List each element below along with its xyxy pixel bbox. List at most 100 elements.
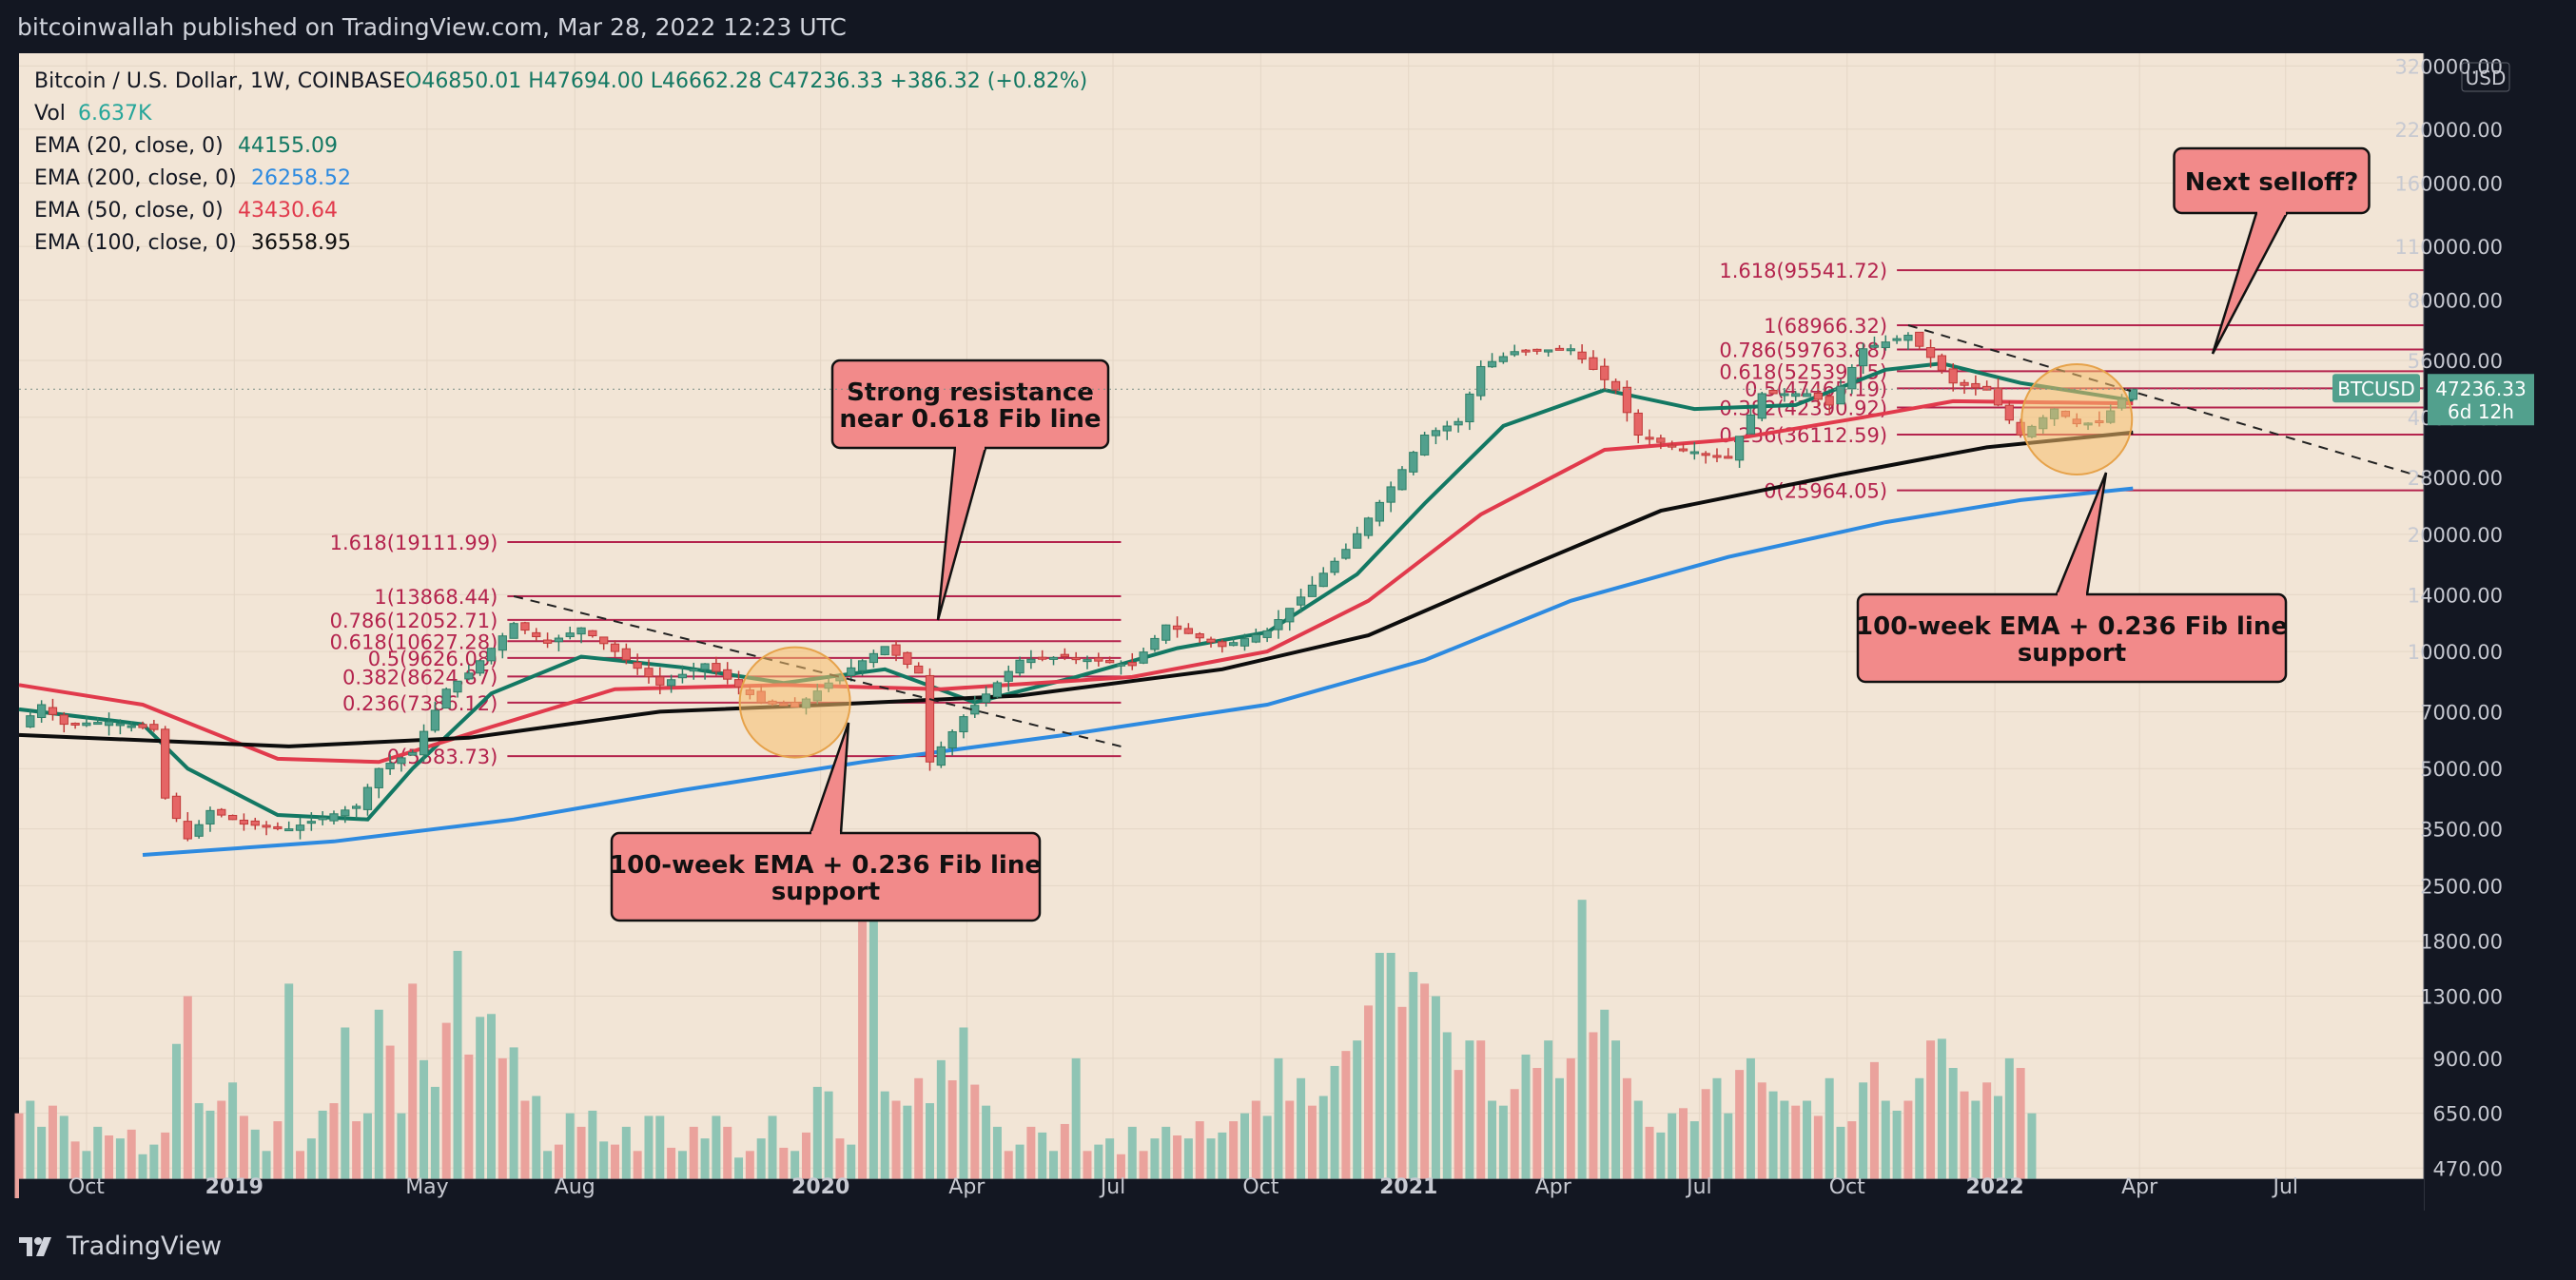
volume-bar	[374, 1009, 383, 1198]
price-tick-label: 900.00	[2433, 1048, 2503, 1071]
candle-body	[1274, 619, 1283, 630]
volume-bar	[430, 1086, 439, 1198]
time-tick-label: Oct	[68, 1175, 105, 1199]
volume-bar	[82, 1151, 91, 1198]
volume-bar	[1454, 1070, 1463, 1198]
volume-bar	[723, 1126, 732, 1198]
candle-body	[1668, 444, 1677, 448]
time-tick-label: May	[405, 1175, 448, 1199]
candle-body	[959, 716, 968, 733]
candle-body	[262, 824, 271, 828]
price-tick-label: 20000.00	[2408, 524, 2503, 547]
axes[interactable]: 320000.00 220000.00 160000.00 110000.00 8000…	[19, 53, 2510, 1211]
volume-bar	[1780, 1100, 1789, 1198]
candle-body	[351, 805, 361, 809]
volume-bar	[1746, 1057, 1755, 1198]
candle-body	[1610, 380, 1621, 391]
candle-body	[621, 648, 631, 661]
candle-body	[1689, 451, 1699, 455]
price-tick-label: 220000.00	[2394, 119, 2503, 142]
legend-ema50-label: EMA (50, close, 0)	[34, 199, 224, 223]
callout-next-selloff[interactable]: Next selloff?	[2173, 146, 2371, 355]
volume-bar	[217, 1100, 226, 1198]
volume-bar	[1420, 983, 1430, 1198]
volume-bar	[1892, 1110, 1902, 1198]
legend-ema50-value: 43430.64	[238, 199, 338, 223]
fib-level-label: 1(13868.44)	[374, 586, 498, 609]
support-circle[interactable]	[738, 646, 851, 759]
volume-bar	[621, 1126, 631, 1198]
price-tag-value: 47236.33	[2435, 378, 2526, 400]
volume-bar	[138, 1154, 147, 1198]
candle-body	[1510, 351, 1519, 356]
callout-text: Next selloff?	[2185, 168, 2359, 197]
fib-level-label: 0.786(12052.71)	[330, 610, 498, 632]
price-tick-label: 1800.00	[2420, 931, 2503, 954]
volume-bar	[1960, 1091, 1969, 1198]
candle-body	[644, 668, 654, 678]
currency-badge: USD	[2461, 62, 2510, 92]
candle-body	[1195, 633, 1204, 639]
volume-bar	[26, 1100, 35, 1198]
support-circle[interactable]	[2020, 363, 2134, 476]
candle-body	[1229, 642, 1239, 647]
ema-line	[18, 361, 2134, 822]
candle-body	[1116, 663, 1126, 667]
candle-body	[171, 795, 182, 820]
volume-bar	[2016, 1068, 2025, 1198]
price-tick-label: 14000.00	[2408, 584, 2503, 607]
volume-bar	[667, 1147, 676, 1198]
volume-bar	[1600, 1009, 1610, 1198]
volume-bar	[982, 1105, 991, 1198]
candle-body	[1768, 389, 1778, 395]
candle-body	[1048, 656, 1059, 660]
price-tick-label: 3500.00	[2420, 819, 2503, 842]
candle-body	[161, 728, 170, 799]
support-highlights[interactable]	[738, 363, 2134, 759]
volume-bar	[318, 1110, 327, 1198]
volume-bar	[1532, 1068, 1542, 1198]
volume-bar	[352, 1121, 361, 1198]
candle-body	[914, 665, 924, 674]
tradingview-logo[interactable]: TradingView	[19, 1232, 222, 1261]
volume-bar	[1645, 1126, 1654, 1198]
time-tick-label: 2021	[1379, 1175, 1437, 1199]
callout-text: support	[2018, 639, 2126, 668]
time-tick-label: Jul	[1685, 1175, 1712, 1199]
candle-body	[1026, 658, 1036, 664]
price-tick-label: 320000.00	[2394, 55, 2503, 78]
candle-body	[1094, 657, 1103, 662]
volume-bar	[835, 1138, 845, 1198]
volume-bar	[644, 1115, 654, 1198]
volume-bar	[1544, 1040, 1553, 1198]
volume-bar	[1712, 1077, 1722, 1198]
fib-level-label: 1.618(95541.72)	[1719, 260, 1887, 282]
volume-bar	[37, 1126, 47, 1198]
candle-body	[441, 688, 451, 709]
volume-bar	[1993, 1096, 2002, 1198]
candle-body	[936, 746, 946, 766]
volume-bar	[1150, 1138, 1160, 1198]
candle-body	[509, 623, 518, 639]
price-chart[interactable]: 1.618(19111.99) 1(13868.44)0.786(12052.71…	[0, 0, 2576, 1211]
candle-body	[26, 715, 35, 727]
legend-ema20-value: 44155.09	[238, 134, 338, 158]
candle-body	[1206, 638, 1216, 643]
volume-bar	[329, 1103, 339, 1198]
candle-body	[700, 663, 710, 670]
candle-body	[554, 637, 564, 643]
volume-bar	[1656, 1132, 1666, 1198]
candle-body	[194, 824, 204, 837]
candle-body	[542, 639, 553, 644]
candle-body	[723, 669, 732, 680]
candle-body	[1341, 549, 1351, 559]
candle-body	[1544, 349, 1553, 353]
volume-bar	[992, 1126, 1002, 1198]
fib-retracements[interactable]: 1.618(19111.99) 1(13868.44)0.786(12052.71…	[330, 260, 2424, 768]
volume-bar	[1836, 1126, 1845, 1198]
